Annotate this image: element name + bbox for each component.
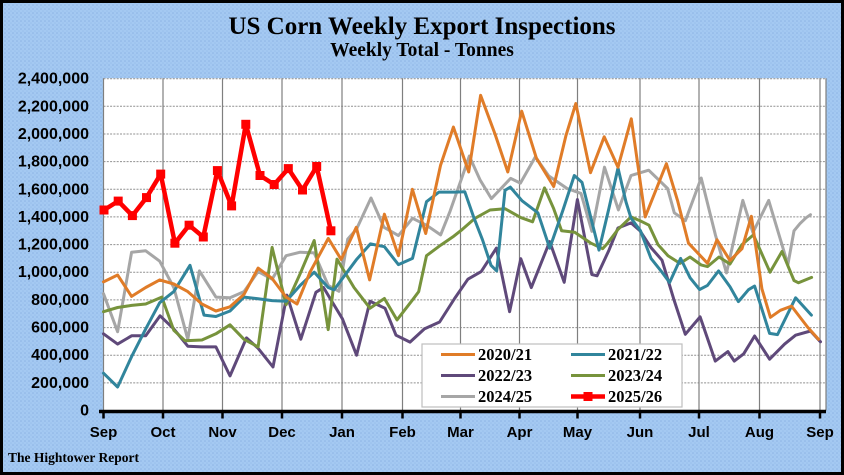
svg-text:600,000: 600,000 bbox=[31, 320, 89, 337]
svg-text:2020/21: 2020/21 bbox=[478, 345, 532, 364]
svg-text:Apr: Apr bbox=[507, 424, 533, 441]
svg-text:Dec: Dec bbox=[268, 424, 296, 441]
svg-text:Jul: Jul bbox=[688, 424, 710, 441]
svg-text:Mar: Mar bbox=[447, 424, 474, 441]
svg-text:Sep: Sep bbox=[806, 424, 834, 441]
svg-text:2,000,000: 2,000,000 bbox=[18, 126, 89, 143]
svg-text:2025/26: 2025/26 bbox=[608, 387, 662, 406]
svg-text:2,400,000: 2,400,000 bbox=[18, 71, 89, 88]
svg-text:0: 0 bbox=[80, 403, 89, 420]
svg-text:Sep: Sep bbox=[90, 424, 118, 441]
svg-text:US Corn Weekly Export Inspecti: US Corn Weekly Export Inspections bbox=[228, 13, 615, 40]
svg-text:2,200,000: 2,200,000 bbox=[18, 98, 89, 115]
svg-text:800,000: 800,000 bbox=[31, 292, 89, 309]
svg-text:1,800,000: 1,800,000 bbox=[18, 154, 89, 171]
svg-text:1,600,000: 1,600,000 bbox=[18, 181, 89, 198]
svg-text:The Hightower Report: The Hightower Report bbox=[8, 450, 139, 465]
svg-text:Aug: Aug bbox=[745, 424, 774, 441]
svg-text:400,000: 400,000 bbox=[31, 347, 89, 364]
svg-text:Oct: Oct bbox=[150, 424, 175, 441]
svg-text:1,200,000: 1,200,000 bbox=[18, 237, 89, 254]
svg-text:2022/23: 2022/23 bbox=[478, 366, 532, 385]
svg-text:Jan: Jan bbox=[329, 424, 355, 441]
svg-text:May: May bbox=[563, 424, 593, 441]
svg-text:1,000,000: 1,000,000 bbox=[18, 264, 89, 281]
svg-text:Weekly Total - Tonnes: Weekly Total - Tonnes bbox=[330, 40, 514, 61]
svg-text:Feb: Feb bbox=[389, 424, 416, 441]
svg-text:Nov: Nov bbox=[208, 424, 237, 441]
svg-text:Jun: Jun bbox=[627, 424, 654, 441]
svg-text:2021/22: 2021/22 bbox=[608, 345, 662, 364]
svg-text:2023/24: 2023/24 bbox=[608, 366, 662, 385]
svg-text:200,000: 200,000 bbox=[31, 375, 89, 392]
svg-text:1,400,000: 1,400,000 bbox=[18, 209, 89, 226]
svg-text:2024/25: 2024/25 bbox=[478, 387, 532, 406]
